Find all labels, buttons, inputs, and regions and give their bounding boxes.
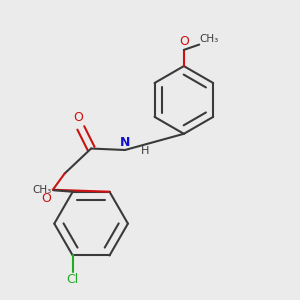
Text: N: N [120,136,130,148]
Text: O: O [41,192,51,205]
Text: H: H [141,146,149,157]
Text: O: O [73,111,83,124]
Text: CH₃: CH₃ [200,34,219,44]
Text: O: O [179,35,189,48]
Text: Cl: Cl [67,273,79,286]
Text: CH₃: CH₃ [33,185,52,195]
